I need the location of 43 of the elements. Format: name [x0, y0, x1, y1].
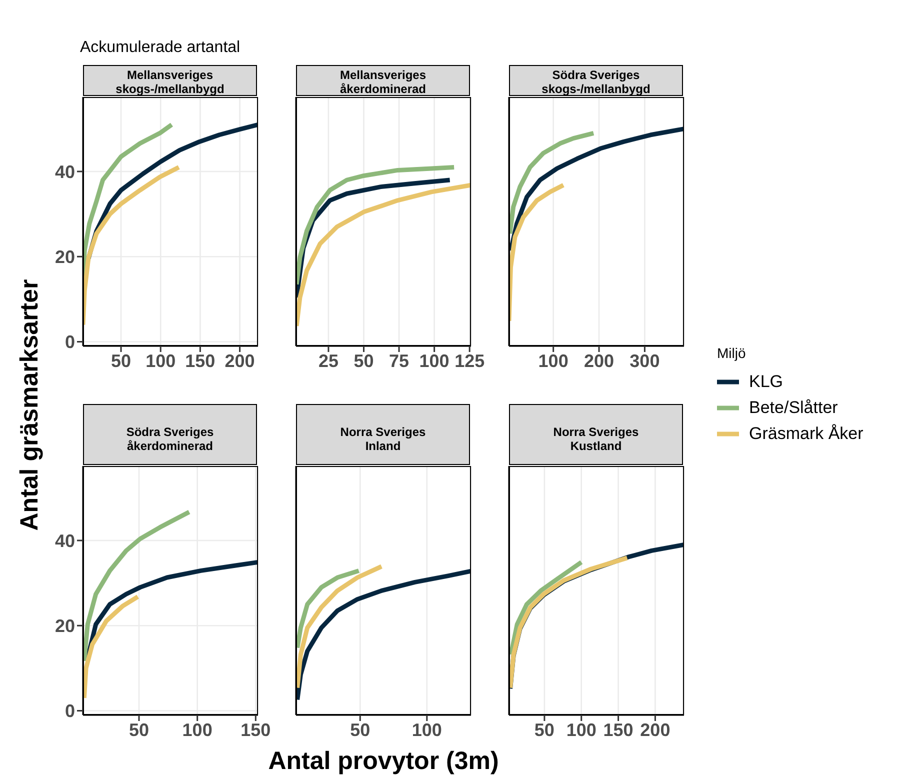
legend-label: Bete/Slåtter	[749, 398, 838, 418]
chart-title: Mellansveriges skogs-/mellanbygd	[116, 67, 224, 96]
x-tick-label: 100	[412, 720, 442, 740]
text: Ackumulerade artantal	[80, 39, 240, 57]
y-tick-label: 40	[54, 530, 75, 551]
x-tick-label: 200	[584, 350, 614, 371]
x-tick-label: 125	[454, 350, 485, 371]
y-tick-label: 0	[64, 701, 75, 722]
x-tick-label: 50	[350, 720, 370, 740]
y-tick-label: 20	[54, 616, 75, 636]
x-tick-label: 200	[224, 350, 255, 371]
line-series	[83, 594, 140, 700]
x-tick-label: 25	[318, 350, 338, 371]
line-series	[83, 510, 192, 664]
y-tick-label: 40	[54, 162, 75, 182]
x-tick-label: 100	[419, 350, 450, 371]
line-series	[83, 164, 182, 327]
x-tick-label: 100	[566, 720, 596, 740]
x-tick-label: 75	[389, 350, 410, 371]
x-tick-label: 200	[640, 720, 670, 740]
legend-label: KLG	[749, 372, 784, 392]
x-tick-label: 50	[128, 720, 150, 740]
x-tick-label: 50	[354, 350, 374, 371]
chart-title: Södra Sveriges skogs-/mellanbygd	[542, 67, 650, 96]
x-tick-label: 150	[240, 720, 271, 740]
legend-title: Miljö	[717, 345, 747, 361]
x-tick-label: 100	[538, 350, 568, 371]
y-axis-title: Antal gräsmarksarter	[16, 279, 44, 531]
chart-title: Södra Sveriges åkerdominerad	[126, 424, 214, 453]
x-tick-label: 150	[185, 350, 216, 371]
x-tick-label: 150	[603, 720, 634, 740]
y-tick-label: 20	[54, 247, 75, 268]
x-tick-label: 300	[630, 350, 660, 371]
x-tick-label: 50	[110, 350, 132, 371]
x-axis-title: Antal provytor (3m)	[268, 747, 499, 776]
x-tick-label: 100	[182, 720, 212, 740]
chart-title: Norra Sveriges Inland	[340, 424, 426, 453]
chart-title: Norra Sveriges Kustland	[553, 424, 639, 453]
x-tick-label: 100	[146, 350, 176, 371]
chart-title: Mellansveriges åkerdominerad	[340, 67, 426, 96]
y-tick-label: 0	[64, 332, 75, 352]
x-tick-label: 50	[534, 720, 554, 740]
legend-label: Gräsmark Åker	[749, 424, 864, 444]
